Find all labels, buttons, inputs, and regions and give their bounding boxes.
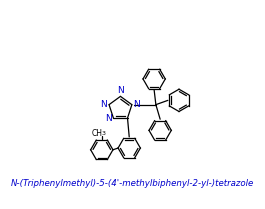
Text: N: N xyxy=(105,113,112,122)
Text: 3: 3 xyxy=(101,131,105,136)
Text: N-(Triphenylmethyl)-5-(4'-methylbiphenyl-2-yl-)tetrazole: N-(Triphenylmethyl)-5-(4'-methylbiphenyl… xyxy=(11,179,254,188)
Text: CH: CH xyxy=(91,129,102,138)
Text: N: N xyxy=(134,100,140,109)
Text: N: N xyxy=(101,100,107,109)
Text: N: N xyxy=(117,86,124,95)
